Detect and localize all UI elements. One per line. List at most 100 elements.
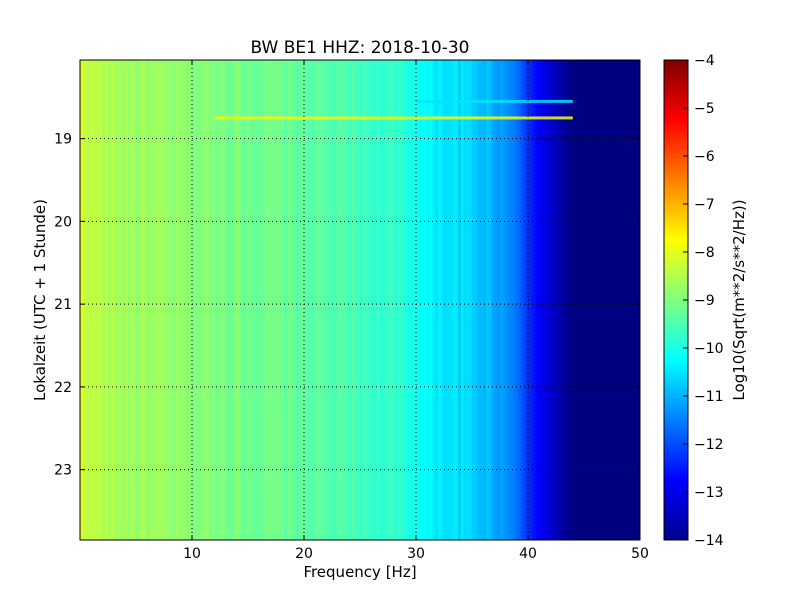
spectrogram-column	[326, 60, 330, 540]
y-axis-label: Lokalzeit (UTC + 1 Stunde)	[31, 199, 49, 401]
spectrogram-column	[444, 60, 448, 540]
spectrogram-column	[175, 60, 179, 540]
spectrogram-column	[220, 60, 224, 540]
spectrogram-column	[399, 60, 403, 540]
spectrogram-column	[561, 60, 565, 540]
spectrogram-column	[343, 60, 347, 540]
x-tick-label: 50	[631, 546, 649, 562]
spectrogram-column	[236, 60, 240, 540]
spectrogram-column	[348, 60, 352, 540]
spectrogram-column	[368, 60, 372, 540]
spectrogram-column	[402, 60, 406, 540]
colorbar-tick-label: −7	[694, 197, 715, 213]
spectrogram-column	[152, 60, 156, 540]
spectrogram-column	[598, 60, 602, 540]
spectrogram-column	[460, 60, 464, 540]
spectrogram-column	[628, 60, 632, 540]
spectrogram-column	[511, 60, 515, 540]
spectrogram-column	[166, 60, 170, 540]
spectrogram-column	[486, 60, 490, 540]
spectrogram-column	[180, 60, 184, 540]
spectrogram-column	[472, 60, 476, 540]
spectrogram-column	[312, 60, 316, 540]
spectrogram-column	[533, 60, 537, 540]
spectrogram-column	[374, 60, 378, 540]
spectrogram-column	[108, 60, 112, 540]
spectrogram-column	[418, 60, 422, 540]
spectrogram-column	[127, 60, 131, 540]
spectrogram-column	[231, 60, 235, 540]
spectrogram-column	[416, 60, 420, 540]
spectrogram-column	[133, 60, 137, 540]
spectrogram-column	[298, 60, 302, 540]
spectrogram-column	[435, 60, 439, 540]
spectrogram-column	[558, 60, 562, 540]
spectrogram-column	[85, 60, 89, 540]
spectrogram-column	[273, 60, 277, 540]
spectrogram-column	[259, 60, 263, 540]
spectrogram-column	[382, 60, 386, 540]
plot-frame	[79, 59, 641, 541]
spectrogram-column	[556, 60, 560, 540]
spectrogram-column	[169, 60, 173, 540]
spectrogram-column	[508, 60, 512, 540]
x-axis-label: Frequency [Hz]	[303, 563, 416, 581]
spectrogram-column	[186, 60, 190, 540]
spectrogram-column	[147, 60, 151, 540]
spectrogram-column	[306, 60, 310, 540]
spectrogram-column	[264, 60, 268, 540]
spectrogram-column	[192, 60, 196, 540]
spectrogram-column	[189, 60, 193, 540]
spectrogram-column	[206, 60, 210, 540]
spectrogram-column	[592, 60, 596, 540]
spectrogram-column	[309, 60, 313, 540]
spectrogram-column	[365, 60, 369, 540]
spectrogram-column	[497, 60, 501, 540]
spectrogram-column	[262, 60, 266, 540]
spectrogram-column	[292, 60, 296, 540]
spectrogram-column	[332, 60, 336, 540]
spectrogram-column	[572, 60, 576, 540]
spectrogram-column	[379, 60, 383, 540]
spectrogram-column	[404, 60, 408, 540]
spectrogram-column	[637, 60, 640, 540]
spectrogram-column	[528, 60, 532, 540]
y-axis-ticks: 19 20 21 22 23	[54, 132, 640, 479]
spectrogram-column	[351, 60, 355, 540]
spectrogram-column	[116, 60, 120, 540]
spectrogram-column	[245, 60, 249, 540]
spectrogram-column	[144, 60, 148, 540]
spectrogram-column	[222, 60, 226, 540]
spectrogram-column	[150, 60, 154, 540]
spectrogram-column	[248, 60, 252, 540]
spectrogram-column	[130, 60, 134, 540]
spectrogram-column	[584, 60, 588, 540]
spectrogram-column	[609, 60, 613, 540]
spectrogram-column	[161, 60, 165, 540]
spectrogram-column	[284, 60, 288, 540]
spectrogram-column	[102, 60, 106, 540]
spectrogram-column	[595, 60, 599, 540]
spectrogram-column	[396, 60, 400, 540]
spectrogram-column	[340, 60, 344, 540]
spectrogram-column	[376, 60, 380, 540]
spectrogram-column	[505, 60, 509, 540]
spectrogram-column	[253, 60, 257, 540]
spectrogram-column	[530, 60, 534, 540]
y-tick-label: 23	[54, 463, 72, 479]
spectrogram-column	[141, 60, 145, 540]
colorbar-tick-label: −8	[694, 245, 715, 261]
spectrogram-column	[441, 60, 445, 540]
spectrogram-column	[214, 60, 218, 540]
spectrogram-column	[550, 60, 554, 540]
spectrogram-column	[295, 60, 299, 540]
spectrogram-column	[197, 60, 201, 540]
spectrogram-column	[194, 60, 198, 540]
spectrogram-column	[589, 60, 593, 540]
spectrogram-column	[623, 60, 627, 540]
spectrogram-column	[99, 60, 103, 540]
spectrogram-column	[606, 60, 610, 540]
spectrogram-column	[119, 60, 123, 540]
y-tick-label: 19	[54, 132, 72, 148]
